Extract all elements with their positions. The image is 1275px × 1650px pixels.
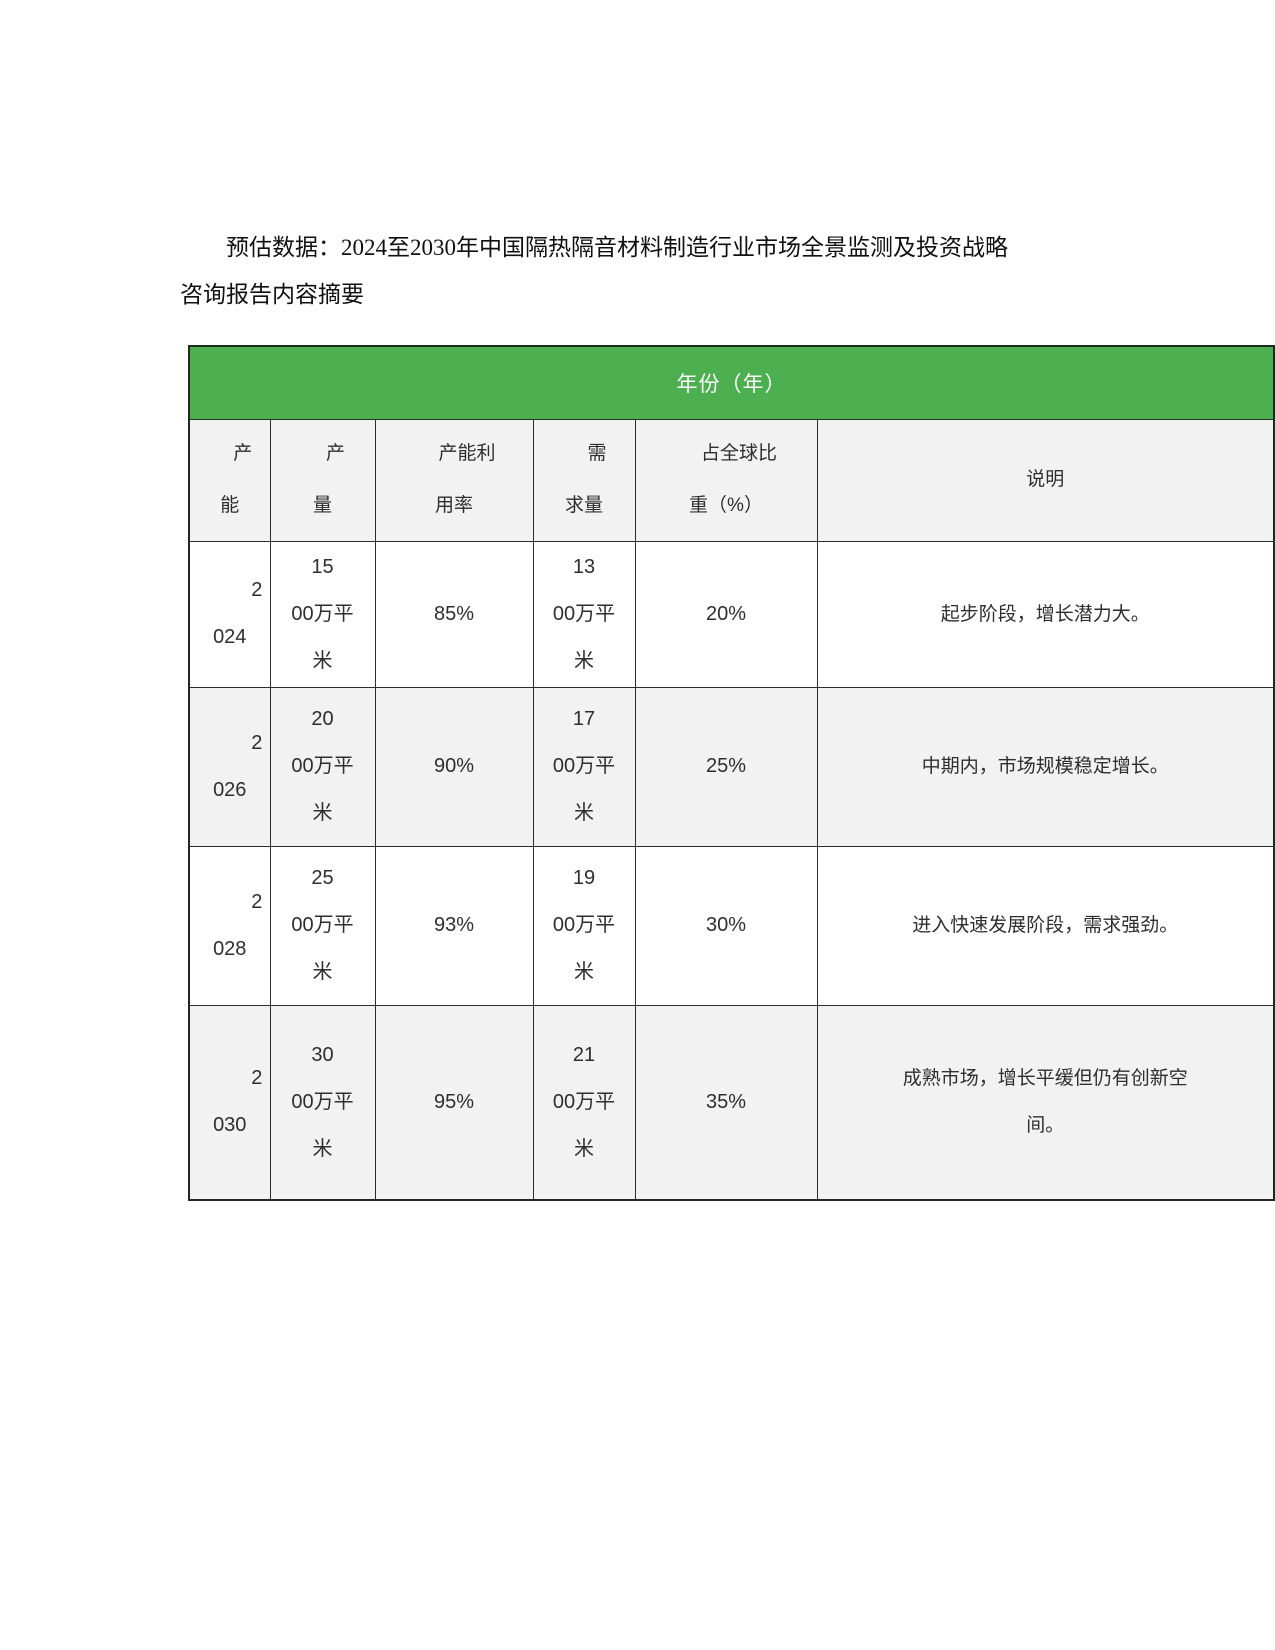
col-header-note: 说明 <box>816 418 1275 542</box>
year-cell: 2 026 <box>188 686 271 847</box>
utilization-cell: 90% <box>374 686 534 847</box>
capacity-cell: 30 00万平 米 <box>269 1004 376 1201</box>
year-cell: 2 030 <box>188 1004 271 1201</box>
document-title: 预估数据：2024至2030年中国隔热隔音材料制造行业市场全景监测及投资战略 咨… <box>180 235 1008 307</box>
note-cell: 进入快速发展阶段，需求强劲。 <box>816 845 1275 1006</box>
share-cell: 30% <box>634 845 818 1006</box>
note-cell: 中期内，市场规模稳定增长。 <box>816 686 1275 847</box>
year-cell: 2 028 <box>188 845 271 1006</box>
share-cell: 25% <box>634 686 818 847</box>
note-cell: 起步阶段，增长潜力大。 <box>816 540 1275 688</box>
utilization-cell: 95% <box>374 1004 534 1201</box>
col-header-demand: 需 求量 <box>532 418 636 542</box>
note-cell: 成熟市场，增长平缓但仍有创新空 间。 <box>816 1004 1275 1201</box>
column-header-row: 产 能 产 量 产能利 用率 需 求量 占全球比 重（%） 说明 <box>188 418 1275 542</box>
capacity-cell: 25 00万平 米 <box>269 845 376 1006</box>
table-row-2030: 2 030 30 00万平 米 95% 21 00万平 米 35% 成熟市场，增… <box>188 1004 1275 1201</box>
utilization-cell: 85% <box>374 540 534 688</box>
forecast-table: 年份（年） 产 能 产 量 产能利 用率 需 求量 占全球比 重（%） 说明 2… <box>188 345 1275 1201</box>
year-cell: 2 024 <box>188 540 271 688</box>
col-header-global-share: 占全球比 重（%） <box>634 418 818 542</box>
col-header-utilization: 产能利 用率 <box>374 418 534 542</box>
share-cell: 20% <box>634 540 818 688</box>
utilization-cell: 93% <box>374 845 534 1006</box>
demand-cell: 21 00万平 米 <box>532 1004 636 1201</box>
year-banner-row: 年份（年） <box>188 345 1275 420</box>
col-header-capacity: 产 能 <box>188 418 271 542</box>
capacity-cell: 15 00万平 米 <box>269 540 376 688</box>
demand-cell: 19 00万平 米 <box>532 845 636 1006</box>
capacity-cell: 20 00万平 米 <box>269 686 376 847</box>
table-row-2024: 2 024 15 00万平 米 85% 13 00万平 米 20% 起步阶段，增… <box>188 540 1275 688</box>
share-cell: 35% <box>634 1004 818 1201</box>
col-header-output: 产 量 <box>269 418 376 542</box>
demand-cell: 13 00万平 米 <box>532 540 636 688</box>
year-banner-cell: 年份（年） <box>188 345 1275 420</box>
table-row-2028: 2 028 25 00万平 米 93% 19 00万平 米 30% 进入快速发展… <box>188 845 1275 1006</box>
demand-cell: 17 00万平 米 <box>532 686 636 847</box>
table-row-2026: 2 026 20 00万平 米 90% 17 00万平 米 25% 中期内，市场… <box>188 686 1275 847</box>
